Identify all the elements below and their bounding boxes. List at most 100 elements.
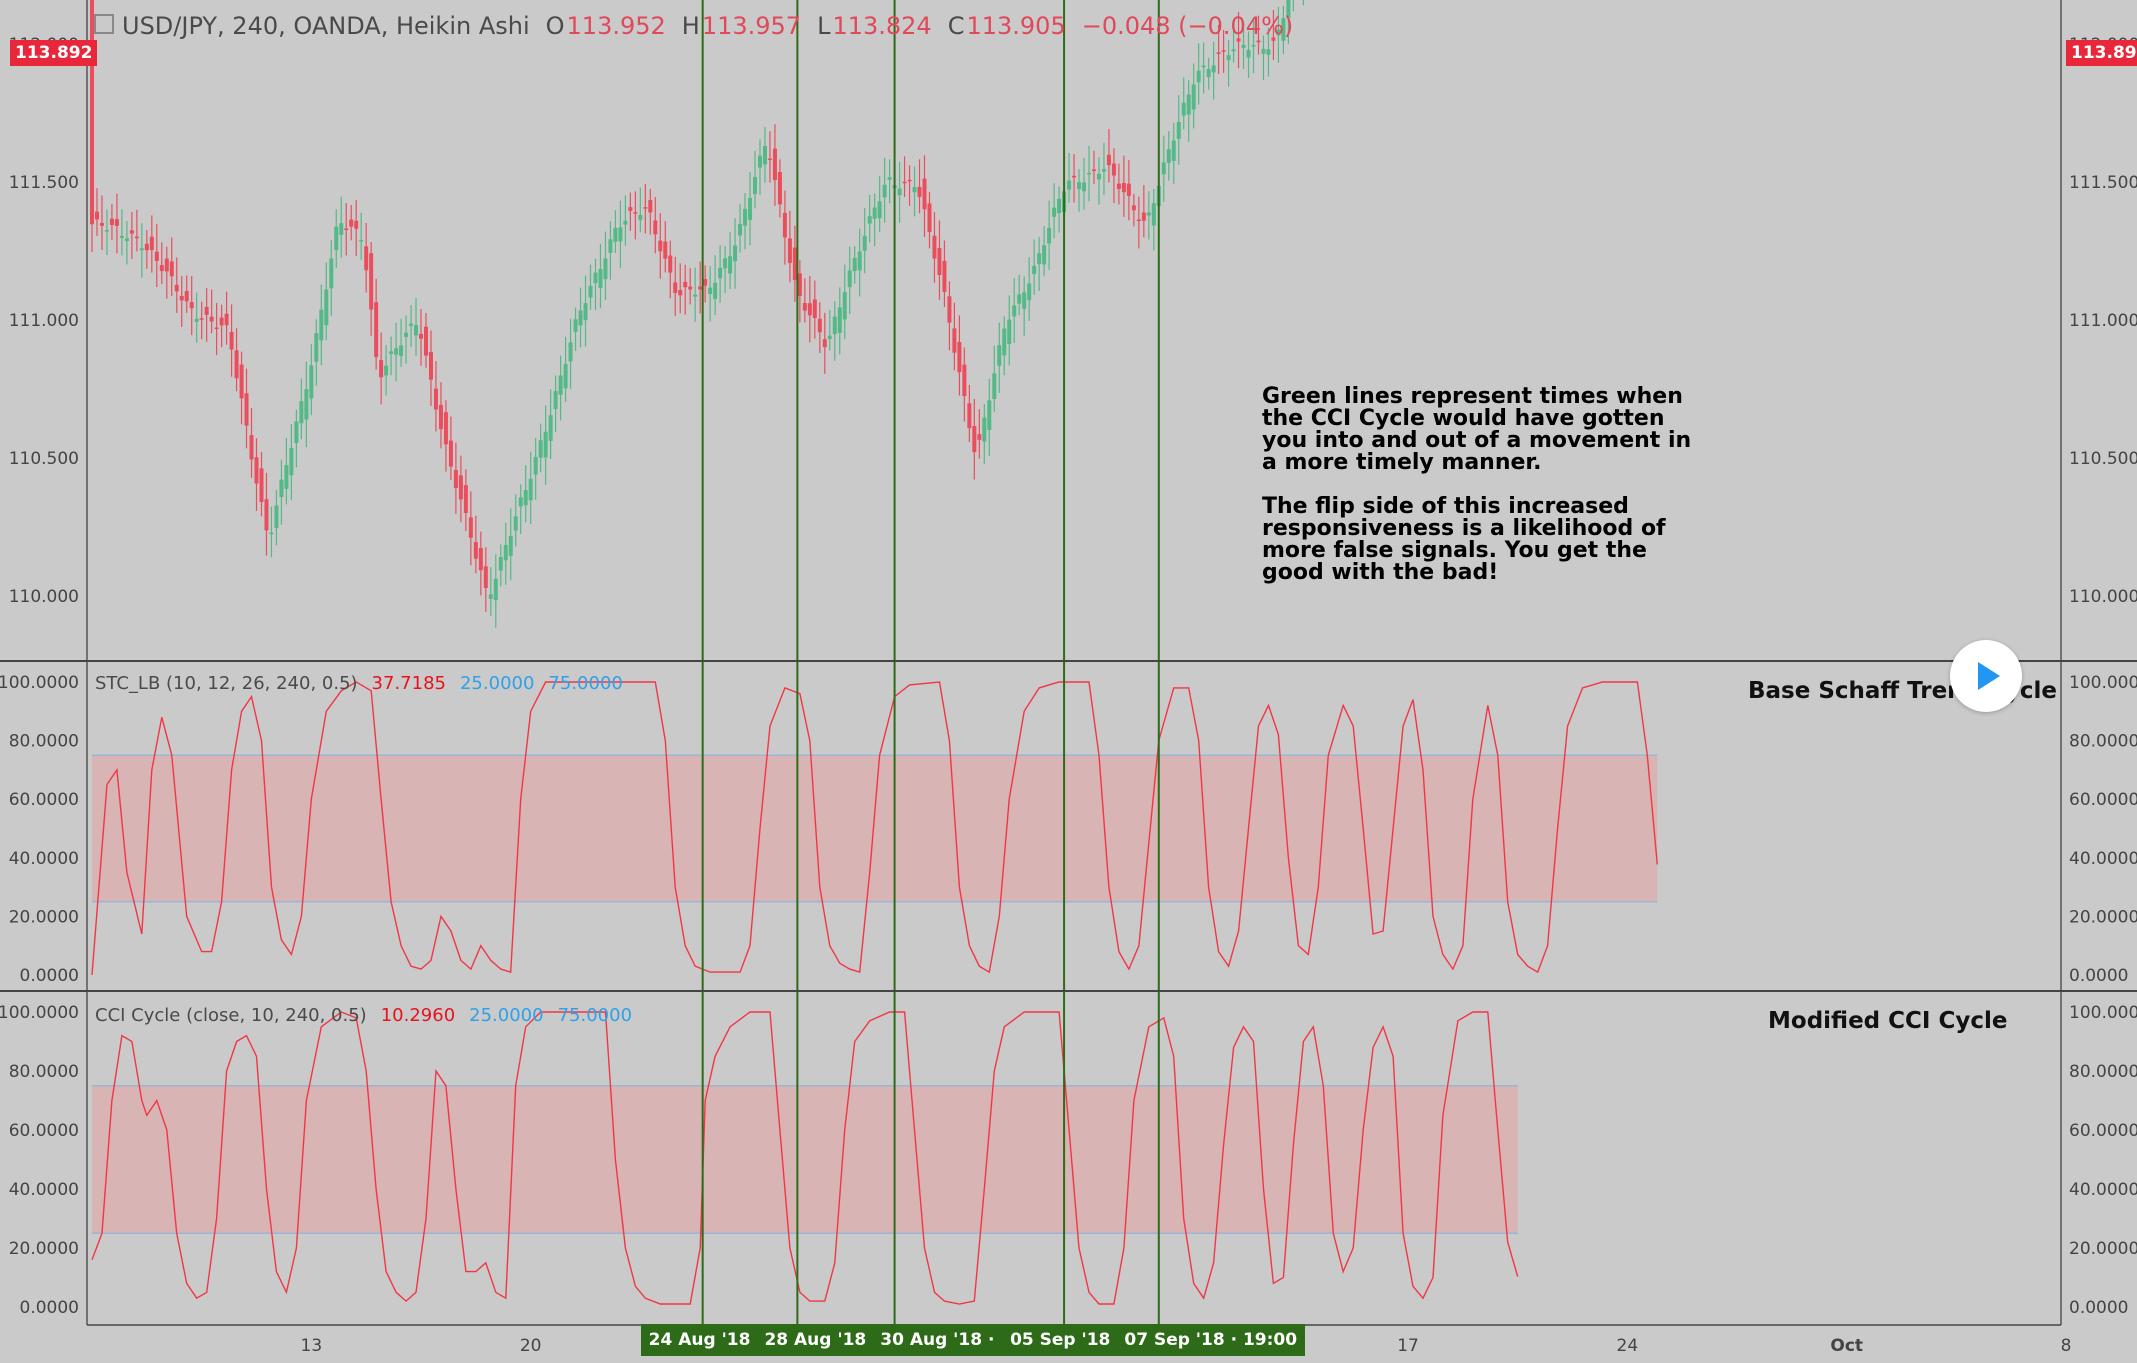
candle <box>204 306 209 315</box>
candle <box>912 187 917 193</box>
play-icon[interactable] <box>1950 640 2022 712</box>
stc-ytick-left: 20.0000 <box>9 907 79 927</box>
candle <box>942 260 947 292</box>
candle <box>578 310 583 326</box>
candle <box>618 227 623 242</box>
candle <box>762 146 767 165</box>
candle <box>588 285 593 298</box>
stc-band <box>92 755 1658 902</box>
candle <box>104 230 109 232</box>
stc-ytick-right: 80.0000 <box>2069 732 2137 752</box>
candle <box>443 412 448 445</box>
candle <box>473 542 478 559</box>
candle <box>259 468 264 503</box>
candle <box>508 535 513 556</box>
candle <box>154 251 159 261</box>
candle <box>897 188 902 196</box>
stc-ytick-right: 20.0000 <box>2069 907 2137 927</box>
candle <box>548 415 553 441</box>
high-key: H <box>681 12 700 40</box>
candle <box>349 219 354 227</box>
candle <box>538 440 543 458</box>
candle <box>573 319 578 332</box>
candle <box>1022 292 1027 309</box>
candle <box>748 197 753 220</box>
candle <box>139 248 144 251</box>
stc-legend-name: STC_LB (10, 12, 26, 240, 0.5) <box>95 673 358 694</box>
candle <box>1136 219 1141 222</box>
candle <box>982 417 987 442</box>
candle <box>772 148 777 181</box>
candle <box>957 342 962 373</box>
candle <box>673 282 678 293</box>
candle <box>668 255 673 273</box>
x-tick-label: 17 <box>1397 1336 1419 1356</box>
close-key: C <box>947 12 965 40</box>
candle <box>787 238 792 263</box>
candle <box>379 360 384 378</box>
candle <box>523 489 528 506</box>
candle <box>144 243 149 251</box>
cci-ytick-left: 60.0000 <box>9 1121 79 1141</box>
candle <box>339 223 344 235</box>
candle <box>1091 169 1096 171</box>
annotation-para-2: The flip side of this increased responsi… <box>1262 494 1666 585</box>
stc-legend: STC_LB (10, 12, 26, 240, 0.5) 37.7185 25.0… <box>95 673 623 694</box>
candle <box>1216 52 1221 54</box>
candle <box>603 258 608 280</box>
cci-panel-title: Modified CCI Cycle <box>1768 1008 2008 1034</box>
candle <box>438 404 443 430</box>
stc-line <box>91 681 1658 976</box>
candle <box>1176 121 1181 139</box>
high-value: 113.957 <box>701 12 802 40</box>
candle <box>533 456 538 475</box>
candle <box>1131 205 1136 211</box>
signal-date-group: 05 Sep '18 07 Sep '18 · 19:00 <box>1002 1324 1306 1356</box>
candle <box>877 201 882 219</box>
candle <box>184 291 189 302</box>
candle <box>1032 265 1037 275</box>
candle <box>1206 69 1211 78</box>
candle <box>224 313 229 326</box>
candle <box>753 176 758 195</box>
stc-legend-value: 37.7185 <box>371 673 446 694</box>
candle <box>249 435 254 460</box>
low-key: L <box>817 12 831 40</box>
candle <box>847 270 852 288</box>
candle <box>274 505 279 529</box>
candle <box>1017 294 1022 304</box>
candle <box>703 279 708 286</box>
candle <box>344 228 349 230</box>
candle <box>149 236 154 251</box>
candle <box>922 178 927 210</box>
candle <box>693 294 698 297</box>
candle <box>99 222 104 226</box>
candle <box>807 303 812 316</box>
cci-band <box>92 1085 1518 1234</box>
candle <box>1116 183 1121 190</box>
cci-ytick-left: 40.0000 <box>9 1180 79 1200</box>
candle <box>518 497 523 507</box>
candle <box>374 302 379 358</box>
candle <box>1256 40 1261 43</box>
collapse-icon[interactable] <box>94 14 114 34</box>
candle <box>229 331 234 350</box>
candle <box>1111 163 1116 176</box>
candle <box>643 207 648 209</box>
candle <box>882 184 887 198</box>
candle <box>433 388 438 410</box>
candle <box>159 265 164 272</box>
candle <box>369 253 374 310</box>
candle <box>384 365 389 376</box>
candle <box>1067 180 1072 190</box>
candle <box>743 208 748 226</box>
candle <box>977 434 982 440</box>
x-tick-label: Oct <box>1830 1336 1863 1356</box>
candle <box>169 261 174 277</box>
candle <box>698 286 703 290</box>
candle <box>688 286 693 290</box>
candle <box>90 0 94 225</box>
cci-ytick-right: 20.0000 <box>2069 1239 2137 1259</box>
cci-ytick-right: 0.0000 <box>2069 1298 2128 1318</box>
